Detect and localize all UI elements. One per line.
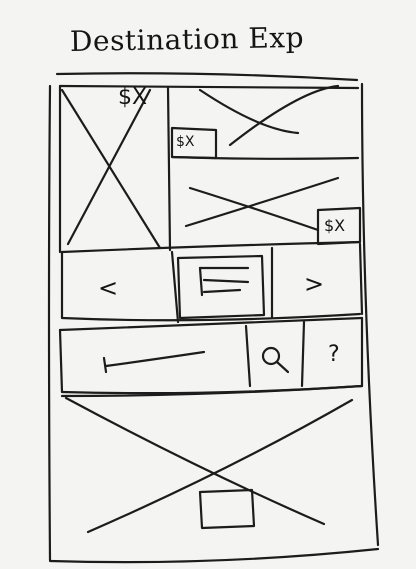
bottom-image-placeholder [64, 396, 354, 534]
top-image-placeholder [198, 84, 340, 147]
search-input-line [102, 350, 206, 374]
frame-bottom-line [48, 547, 380, 564]
top-price-label: $X [176, 134, 195, 150]
frame-left-line [47, 84, 52, 562]
bottom-image[interactable] [64, 398, 198, 548]
carousel-prev-button[interactable]: < [64, 254, 170, 316]
main-image-placeholder [60, 88, 162, 250]
help-button[interactable]: ? [306, 326, 360, 384]
frame-right-line [360, 82, 380, 547]
main-image[interactable] [62, 90, 166, 248]
frame-top-line [55, 72, 359, 82]
bottom-small-box [198, 488, 256, 530]
search-input[interactable] [64, 332, 244, 390]
menu-box [176, 254, 266, 320]
bottom-small-button[interactable] [202, 492, 252, 526]
top-image[interactable] [220, 90, 356, 154]
main-price-label: $X [118, 85, 148, 110]
second-image-placeholder [184, 176, 340, 232]
prev-arrow-icon: < [98, 274, 119, 302]
carousel-next-button[interactable]: > [274, 250, 358, 314]
search-icon [261, 346, 290, 374]
next-arrow-icon: > [304, 270, 325, 298]
menu-list-icon [198, 266, 250, 297]
help-icon: ? [328, 342, 340, 367]
menu-button[interactable] [180, 258, 262, 315]
second-image[interactable] [172, 162, 314, 244]
second-price-label: $X [324, 216, 346, 235]
search-button[interactable] [252, 330, 300, 386]
bottom-image-top-line [60, 384, 364, 398]
